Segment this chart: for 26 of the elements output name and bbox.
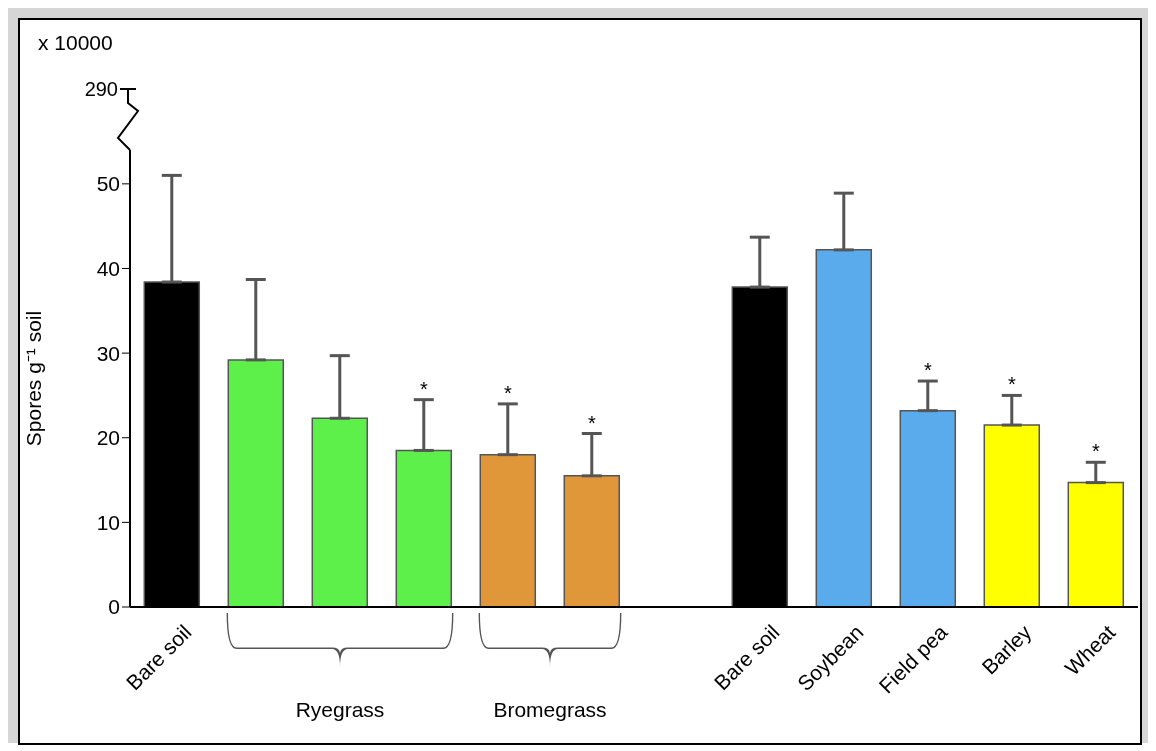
- bar: [227, 359, 285, 607]
- y-tick-label: 30: [96, 341, 120, 365]
- bar: [563, 475, 621, 607]
- bar: [983, 424, 1041, 607]
- y-tick-label: 10: [96, 510, 120, 534]
- data-label: *: [924, 359, 933, 382]
- data-label: *: [420, 377, 429, 400]
- bar: [815, 249, 873, 607]
- bar: [479, 453, 537, 607]
- bar: [311, 417, 369, 607]
- data-label: *: [1092, 440, 1101, 463]
- bar: [1067, 481, 1125, 607]
- data-label: *: [504, 381, 513, 404]
- y-tick-label: 40: [96, 256, 120, 280]
- text: Bromegrass: [493, 698, 607, 721]
- data-label: *: [1008, 373, 1017, 396]
- bar: [899, 409, 957, 607]
- text: 290: [84, 78, 118, 100]
- y-axis-title: Spores g⁻¹ soil: [22, 310, 46, 447]
- data-label: *: [588, 411, 597, 434]
- y-tick-label: 20: [96, 426, 120, 450]
- y-tick-label: 50: [96, 172, 120, 196]
- text: Ryegrass: [295, 698, 385, 721]
- bar: [395, 449, 453, 607]
- text: x 10000: [38, 31, 113, 54]
- y-tick-label: 0: [108, 595, 120, 619]
